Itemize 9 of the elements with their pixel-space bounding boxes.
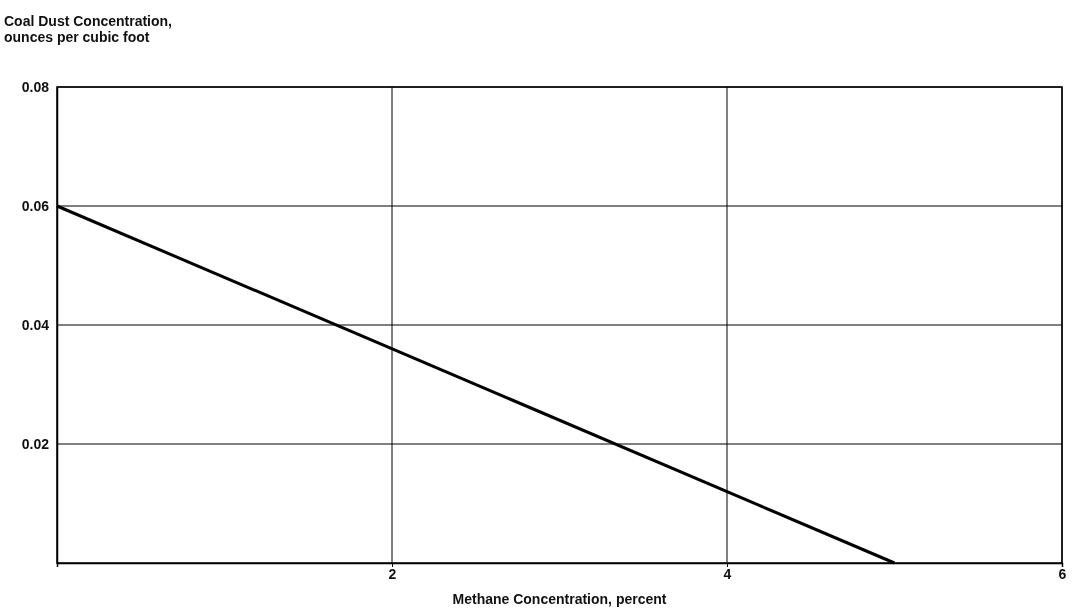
y-axis-title: Coal Dust Concentration, ounces per cubic foot bbox=[4, 13, 173, 45]
y-tick-label: 0.04 bbox=[21, 316, 50, 333]
x-tick-label: 2 bbox=[388, 565, 397, 582]
y-tick-label: 0.02 bbox=[21, 435, 50, 452]
y-tick-label: 0.08 bbox=[21, 78, 50, 95]
x-tick-label: 6 bbox=[1058, 565, 1067, 582]
x-tick-label: 4 bbox=[723, 565, 732, 582]
x-axis-title: Methane Concentration, percent bbox=[452, 591, 667, 607]
y-tick-label: 0.06 bbox=[21, 197, 50, 214]
